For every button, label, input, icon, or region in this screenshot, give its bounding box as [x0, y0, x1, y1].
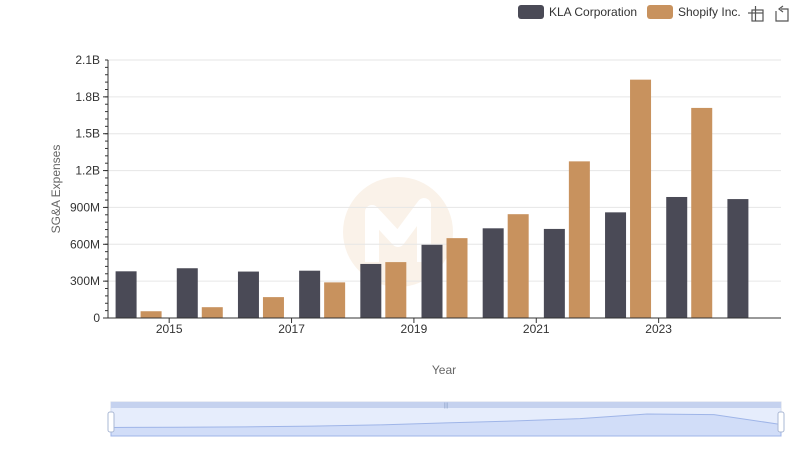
x-tick-label: 2019 [401, 322, 428, 336]
bar-shopify-2021[interactable] [568, 161, 590, 318]
x-axis: 2015 2017 2019 2021 2023 [108, 317, 781, 336]
legend-label-kla: KLA Corporation [549, 5, 637, 19]
y-tick-label: 300M [70, 274, 100, 288]
x-tick-label: 2017 [278, 322, 305, 336]
zoom-preview-area [110, 413, 782, 437]
bar-shopify-2022[interactable] [630, 79, 652, 319]
bar-shopify-2019[interactable] [446, 238, 468, 318]
y-tick-label: 1.5B [75, 127, 100, 141]
legend-swatch-kla [518, 5, 544, 19]
bars [115, 79, 749, 319]
y-tick-label: 600M [70, 237, 100, 251]
legend-swatch-shopify [647, 5, 673, 19]
y-tick-label: 1.8B [75, 90, 100, 104]
zoom-select-icon[interactable] [748, 6, 764, 22]
bar-kla-2017[interactable] [299, 270, 321, 318]
legend: KLA Corporation Shopify Inc. [518, 5, 741, 19]
bar-shopify-2023[interactable] [691, 107, 713, 319]
bar-kla-2023[interactable] [666, 196, 688, 318]
zoom-handle-right[interactable] [777, 411, 785, 433]
y-axis-title: SG&A Expenses [49, 145, 63, 234]
bar-shopify-2020[interactable] [507, 214, 529, 318]
bar-shopify-2015[interactable] [201, 307, 223, 318]
x-tick-label: 2015 [156, 322, 183, 336]
bar-shopify-2017[interactable] [324, 282, 346, 318]
zoom-top-bar[interactable] [111, 402, 781, 408]
bar-kla-2019[interactable] [421, 244, 443, 318]
y-tick-label: 0 [93, 311, 100, 325]
legend-label-shopify: Shopify Inc. [678, 5, 741, 19]
bar-kla-2015[interactable] [176, 268, 198, 318]
bar-kla-2021[interactable] [543, 228, 565, 318]
legend-item-shopify[interactable]: Shopify Inc. [647, 5, 741, 19]
y-tick-label: 1.2B [75, 164, 100, 178]
bar-shopify-2016[interactable] [262, 297, 284, 318]
bar-shopify-2014[interactable] [140, 311, 162, 318]
y-axis: 0 300M 600M 900M 1.2B 1.5B 1.8B 2.1B [70, 53, 109, 325]
bar-shopify-2018[interactable] [385, 262, 407, 318]
restore-icon[interactable] [775, 5, 789, 22]
x-tick-label: 2023 [645, 322, 672, 336]
bar-kla-2020[interactable] [482, 228, 504, 318]
data-zoom-slider[interactable]: ||| [107, 401, 785, 437]
x-axis-title: Year [432, 363, 456, 377]
bar-kla-2018[interactable] [360, 263, 382, 318]
x-tick-label: 2021 [523, 322, 550, 336]
y-tick-label: 2.1B [75, 53, 100, 67]
bar-kla-2022[interactable] [605, 212, 627, 318]
bar-kla-2016[interactable] [237, 271, 259, 318]
bar-kla-2024[interactable] [727, 199, 749, 318]
legend-item-kla[interactable]: KLA Corporation [518, 5, 637, 19]
bar-kla-2014[interactable] [115, 271, 137, 318]
zoom-drag-grip[interactable]: ||| [444, 403, 449, 409]
zoom-handle-left[interactable] [107, 411, 115, 433]
y-tick-label: 900M [70, 200, 100, 214]
